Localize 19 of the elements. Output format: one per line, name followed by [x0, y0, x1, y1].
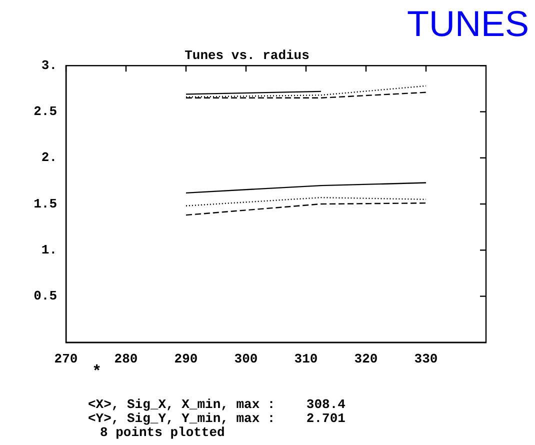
x-tick-label: 290 [174, 351, 198, 366]
chart-title: Tunes vs. radius [184, 48, 310, 64]
y-tick-label: 2. [41, 150, 57, 166]
y-tick-label: 2.5 [34, 104, 58, 120]
x-tick-label: 310 [294, 351, 318, 366]
x-tick-label: 270 [54, 351, 78, 366]
text: * [92, 363, 102, 381]
x-tick-label: 280 [114, 351, 138, 366]
text: <X>, Sig_X, X_min, max : 308.4 [88, 397, 346, 412]
y-tick-label: 3. [41, 58, 57, 73]
y-tick-label: 0.5 [34, 288, 58, 304]
x-tick-label: 300 [234, 351, 258, 366]
text: 8 points plotted [100, 425, 225, 440]
y-tick-label: 1. [41, 242, 57, 258]
x-tick-label: 320 [354, 351, 378, 366]
x-tick-label: 330 [414, 351, 438, 366]
y-tick-label: 1.5 [34, 196, 58, 212]
text: TUNES [406, 3, 529, 44]
text: <Y>, Sig_Y, Y_min, max : 2.701 [88, 411, 346, 426]
